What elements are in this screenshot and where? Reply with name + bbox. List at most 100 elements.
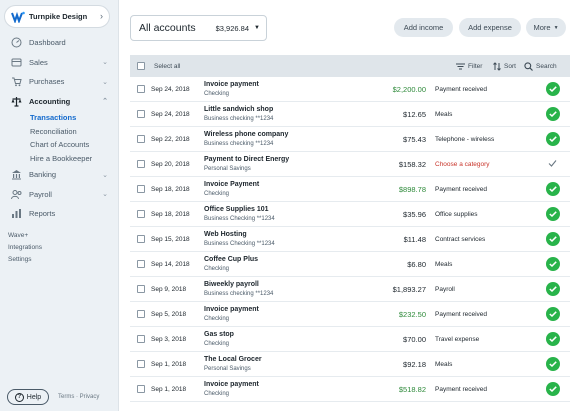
transaction-date: Sep 9, 2018 (151, 286, 187, 293)
approved-check-icon[interactable] (546, 332, 560, 346)
table-row[interactable]: Sep 18, 2018 Office Supplies 101 Business … (130, 202, 570, 227)
approved-check-icon[interactable] (546, 257, 560, 271)
table-row[interactable]: Sep 18, 2018 Invoice Payment Checking $898.… (130, 177, 570, 202)
table-row[interactable]: Sep 1, 2018 The Local Grocer Personal Savi… (130, 352, 570, 377)
transaction-category[interactable]: Telephone - wireless (435, 136, 495, 143)
transaction-category[interactable]: Office supplies (435, 211, 478, 218)
sidebar-subitem-chart-of-accounts[interactable]: Chart of Accounts (30, 140, 90, 150)
sidebar-item-accounting[interactable]: Accounting ⌃ (0, 92, 118, 112)
sidebar-subitem-reconciliation[interactable]: Reconciliation (30, 126, 77, 136)
transaction-category[interactable]: Choose a category (435, 161, 490, 168)
help-button[interactable]: ? Help (7, 389, 49, 405)
table-row[interactable]: Sep 20, 2018 Payment to Direct Energy Pers… (130, 152, 570, 177)
approved-check-icon[interactable] (546, 182, 560, 196)
transaction-category[interactable]: Meals (435, 111, 453, 118)
add-income-button[interactable]: Add income (394, 18, 453, 37)
approved-check-icon[interactable] (546, 107, 560, 121)
transaction-description[interactable]: Web Hosting (204, 231, 247, 238)
transaction-description[interactable]: Office Supplies 101 (204, 206, 269, 213)
more-button[interactable]: More ▼ (526, 18, 566, 37)
caret-down-icon: ▼ (254, 25, 260, 31)
select-all-checkbox[interactable] (137, 62, 145, 70)
approved-check-icon[interactable] (546, 232, 560, 246)
approved-check-icon[interactable] (546, 357, 560, 371)
row-checkbox[interactable] (137, 385, 145, 393)
row-checkbox[interactable] (137, 135, 145, 143)
sort-button[interactable]: Sort (493, 61, 516, 71)
sidebar-item-label: Dashboard (29, 38, 66, 48)
row-checkbox[interactable] (137, 185, 145, 193)
row-checkbox[interactable] (137, 360, 145, 368)
table-row[interactable]: Sep 24, 2018 Invoice payment Checking $2,20… (130, 77, 570, 102)
approved-check-icon[interactable] (546, 307, 560, 321)
row-checkbox[interactable] (137, 160, 145, 168)
table-row[interactable]: Sep 1, 2018 Invoice payment Checking $518.8… (130, 377, 570, 402)
sidebar-subitem-hire-bookkeeper[interactable]: Hire a Bookkeeper (30, 153, 93, 163)
approved-check-icon[interactable] (546, 282, 560, 296)
approved-check-icon[interactable] (546, 132, 560, 146)
sidebar-item-banking[interactable]: Banking ⌄ (0, 165, 118, 185)
transaction-description[interactable]: Gas stop (204, 331, 234, 338)
transaction-category[interactable]: Meals (435, 261, 453, 268)
transaction-amount: $75.43 (403, 135, 426, 144)
sidebar-item-purchases[interactable]: Purchases ⌄ (0, 72, 118, 92)
transaction-description[interactable]: Coffee Cup Plus (204, 256, 259, 263)
transaction-account: Checking (204, 91, 230, 97)
row-checkbox[interactable] (137, 335, 145, 343)
transaction-description[interactable]: Wireless phone company (204, 131, 289, 138)
row-checkbox[interactable] (137, 235, 145, 243)
row-checkbox[interactable] (137, 285, 145, 293)
approved-check-icon[interactable] (546, 382, 560, 396)
transaction-category[interactable]: Payment received (435, 386, 488, 393)
terms-privacy-links[interactable]: Terms · Privacy (58, 394, 100, 400)
sidebar-item-dashboard[interactable]: Dashboard (0, 33, 118, 53)
transaction-category[interactable]: Payment received (435, 186, 488, 193)
approved-check-icon[interactable] (546, 82, 560, 96)
row-checkbox[interactable] (137, 210, 145, 218)
transaction-description[interactable]: Invoice payment (204, 81, 259, 88)
add-expense-button[interactable]: Add expense (459, 18, 521, 37)
filter-button[interactable]: Filter (456, 63, 482, 70)
table-row[interactable]: Sep 9, 2018 Biweekly payroll Business chec… (130, 277, 570, 302)
row-checkbox[interactable] (137, 85, 145, 93)
transaction-description[interactable]: Biweekly payroll (204, 281, 259, 288)
table-row[interactable]: Sep 3, 2018 Gas stop Checking $70.00 Travel … (130, 327, 570, 352)
transaction-description[interactable]: Invoice payment (204, 381, 259, 388)
sidebar-item-sales[interactable]: Sales ⌄ (0, 53, 118, 73)
transaction-description[interactable]: Payment to Direct Energy (204, 156, 290, 163)
transaction-description[interactable]: Invoice payment (204, 306, 259, 313)
row-checkbox[interactable] (137, 110, 145, 118)
approved-check-icon[interactable] (546, 207, 560, 221)
sidebar-item-payroll[interactable]: Payroll ⌄ (0, 185, 118, 205)
table-row[interactable]: Sep 14, 2018 Coffee Cup Plus Checking $6.80… (130, 252, 570, 277)
chevron-right-icon: › (100, 11, 103, 21)
caret-down-icon: ▼ (553, 24, 559, 31)
account-selector[interactable]: All accounts $3,926.84 ▼ (130, 15, 267, 41)
table-row[interactable]: Sep 22, 2018 Wireless phone company Busine… (130, 127, 570, 152)
transaction-category[interactable]: Travel expense (435, 336, 480, 343)
table-row[interactable]: Sep 15, 2018 Web Hosting Business Checking… (130, 227, 570, 252)
row-checkbox[interactable] (137, 260, 145, 268)
row-checkbox[interactable] (137, 310, 145, 318)
transaction-description[interactable]: The Local Grocer (204, 356, 262, 363)
transaction-description[interactable]: Invoice Payment (204, 181, 260, 188)
transaction-category[interactable]: Payroll (435, 286, 455, 293)
table-row[interactable]: Sep 24, 2018 Little sandwich shop Business… (130, 102, 570, 127)
search-button[interactable]: Search (524, 61, 557, 71)
transaction-date: Sep 5, 2018 (151, 311, 187, 318)
sidebar-link-settings[interactable]: Settings (8, 256, 32, 263)
transaction-description[interactable]: Little sandwich shop (204, 106, 274, 113)
table-row[interactable]: Sep 5, 2018 Invoice payment Checking $232.5… (130, 302, 570, 327)
business-switcher[interactable]: Turnpike Design › (4, 5, 110, 28)
sidebar-link-integrations[interactable]: Integrations (8, 244, 42, 251)
transaction-category[interactable]: Contract services (435, 236, 486, 243)
sidebar-subitem-transactions[interactable]: Transactions (30, 113, 77, 123)
transaction-category[interactable]: Payment received (435, 86, 488, 93)
sidebar-item-reports[interactable]: Reports (0, 204, 118, 224)
wave-logo-icon (11, 11, 25, 23)
transaction-account: Business checking **1234 (204, 116, 274, 122)
transaction-category[interactable]: Meals (435, 361, 453, 368)
sidebar-link-wave-plus[interactable]: Wave+ (8, 232, 29, 239)
transaction-category[interactable]: Payment received (435, 311, 488, 318)
pending-check-icon[interactable] (548, 159, 557, 168)
